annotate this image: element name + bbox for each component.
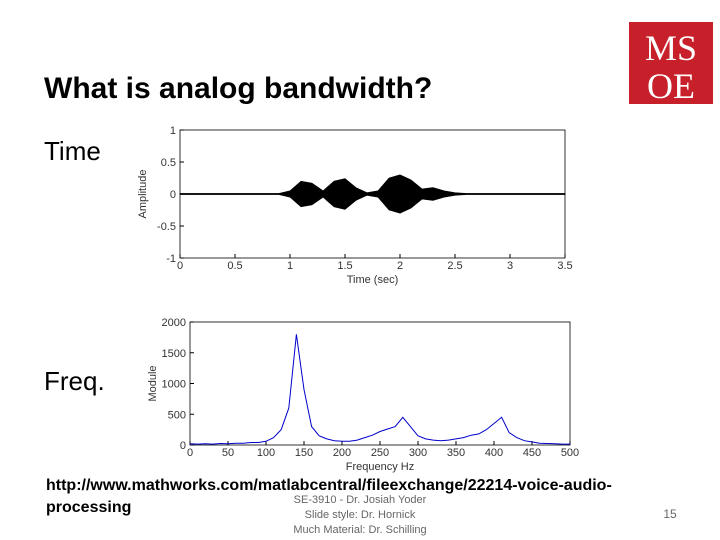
x-tick-label: 400 xyxy=(485,447,503,459)
logo-text: MS xyxy=(645,28,697,68)
y-axis-label: Amplitude xyxy=(137,170,149,219)
y-tick-label: 500 xyxy=(168,409,186,421)
source-url: http://www.mathworks.com/matlabcentral/f… xyxy=(46,477,612,516)
footer: Much Material: Dr. Schilling xyxy=(293,524,426,536)
x-tick-label: 500 xyxy=(561,447,579,459)
y-tick-label: 1000 xyxy=(162,379,186,391)
x-tick-label: 2 xyxy=(397,260,403,272)
x-tick-label: 300 xyxy=(409,447,427,459)
y-tick-label: 1 xyxy=(170,125,176,137)
footer: SE-3910 - Dr. Josiah Yoder xyxy=(294,494,427,506)
x-axis-label: Frequency Hz xyxy=(346,461,414,473)
y-tick-label: 1500 xyxy=(162,348,186,360)
x-axis-label: Time (sec) xyxy=(347,274,399,286)
x-tick-label: 1 xyxy=(287,260,293,272)
y-tick-label: 2000 xyxy=(162,317,186,329)
x-tick-label: 150 xyxy=(295,447,313,459)
x-tick-label: 250 xyxy=(371,447,389,459)
y-tick-label: -0.5 xyxy=(157,221,176,233)
x-tick-label: 2.5 xyxy=(447,260,462,272)
y-axis-label: Module xyxy=(147,365,159,401)
plot-area xyxy=(189,321,571,446)
x-tick-label: 0.5 xyxy=(227,260,242,272)
slide-title: What is analog bandwidth? xyxy=(44,72,432,105)
y-tick-label: 0 xyxy=(170,189,176,201)
y-tick-label: 0 xyxy=(180,440,186,452)
x-tick-label: 450 xyxy=(523,447,541,459)
x-tick-label: 100 xyxy=(257,447,275,459)
spectrum-line xyxy=(189,334,570,445)
x-tick-label: 0 xyxy=(187,447,193,459)
x-tick-label: 0 xyxy=(177,260,183,272)
waveform xyxy=(179,193,566,214)
freq-label: Freq. xyxy=(44,366,105,396)
x-tick-label: 1.5 xyxy=(337,260,352,272)
x-tick-label: 350 xyxy=(447,447,465,459)
page-number: 15 xyxy=(663,507,677,521)
y-tick-label: 0.5 xyxy=(161,157,176,169)
logo-box xyxy=(629,22,713,104)
x-tick-label: 3 xyxy=(507,260,513,272)
time-label: Time xyxy=(44,136,101,166)
waveform xyxy=(179,174,566,195)
logo-text: OE xyxy=(647,66,695,106)
x-tick-label: 50 xyxy=(222,447,234,459)
y-tick-label: -1 xyxy=(166,253,176,265)
x-tick-label: 200 xyxy=(333,447,351,459)
x-tick-label: 3.5 xyxy=(557,260,572,272)
footer: Slide style: Dr. Hornick xyxy=(305,509,416,521)
